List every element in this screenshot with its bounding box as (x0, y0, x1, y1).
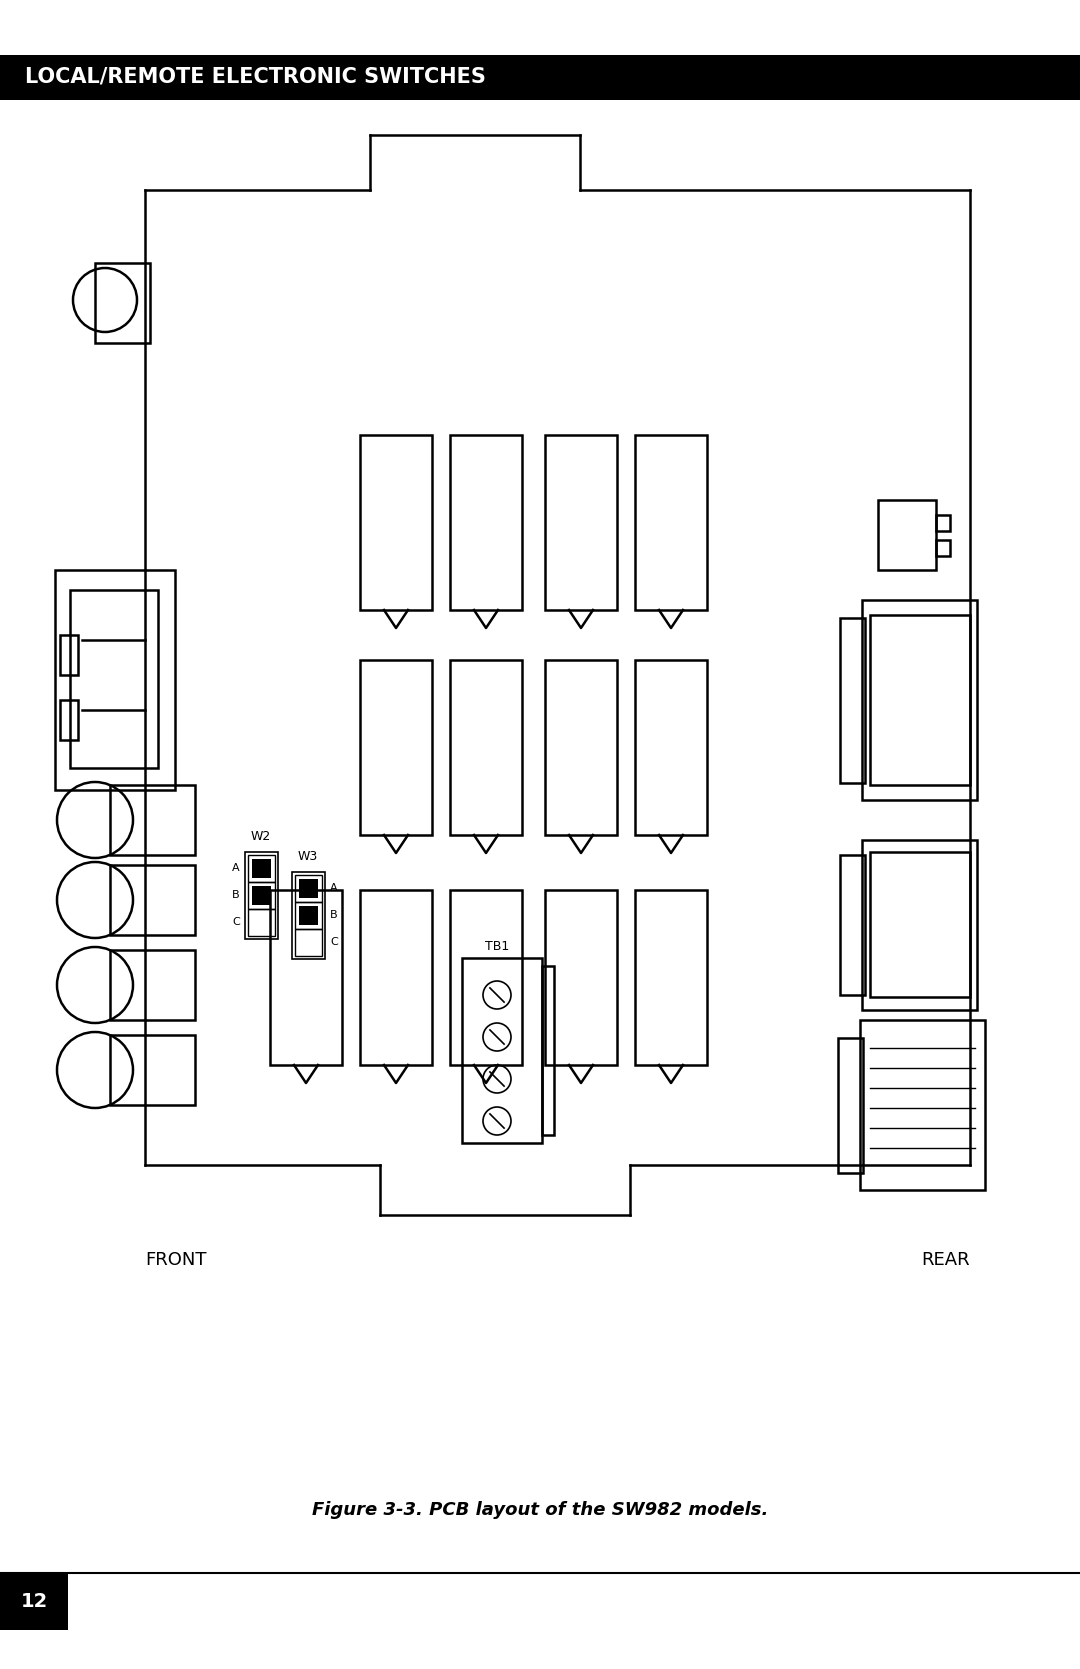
Bar (450, 436, 522, 609)
Text: Figure 3-3. PCB layout of the SW982 models.: Figure 3-3. PCB layout of the SW982 mode… (312, 1500, 768, 1519)
Bar (248, 881, 275, 910)
Bar (862, 840, 977, 1010)
Bar (360, 659, 432, 834)
Bar (292, 871, 325, 960)
Bar (462, 958, 542, 1143)
Text: C: C (232, 916, 240, 926)
Bar (245, 851, 278, 940)
Bar (110, 1035, 195, 1105)
Bar (110, 950, 195, 1020)
Text: REAR: REAR (921, 1252, 970, 1268)
Text: W2: W2 (251, 831, 271, 843)
Bar (95, 264, 150, 344)
Bar (0, 55, 1080, 100)
Bar (545, 436, 617, 609)
Bar (270, 890, 342, 1065)
Bar (936, 541, 950, 556)
Bar (840, 855, 865, 995)
Bar (299, 880, 318, 898)
Bar (60, 699, 78, 739)
Bar (248, 910, 275, 936)
Bar (860, 1020, 985, 1190)
Text: FRONT: FRONT (145, 1252, 206, 1268)
Bar (252, 886, 271, 905)
Bar (55, 571, 175, 789)
Bar (840, 618, 865, 783)
Bar (870, 614, 970, 784)
Bar (450, 890, 522, 1065)
Bar (862, 599, 977, 799)
Bar (295, 930, 322, 956)
Bar (545, 659, 617, 834)
Bar (299, 906, 318, 925)
Text: A: A (330, 883, 338, 893)
Bar (545, 890, 617, 1065)
Bar (252, 860, 271, 878)
Text: W3: W3 (298, 851, 319, 863)
Bar (295, 875, 322, 901)
Bar (542, 966, 554, 1135)
Text: B: B (232, 890, 240, 900)
Bar (248, 855, 275, 881)
Text: TB1: TB1 (485, 940, 509, 953)
Bar (360, 890, 432, 1065)
Bar (635, 659, 707, 834)
Bar (870, 851, 970, 996)
Bar (360, 436, 432, 609)
Bar (295, 901, 322, 930)
Bar (450, 659, 522, 834)
Bar (635, 436, 707, 609)
Text: B: B (330, 910, 338, 920)
Text: A: A (232, 863, 240, 873)
Bar (635, 890, 707, 1065)
Bar (936, 516, 950, 531)
Bar (838, 1038, 863, 1173)
Bar (110, 865, 195, 935)
Bar (70, 591, 158, 768)
Bar (60, 634, 78, 674)
Text: LOCAL/REMOTE ELECTRONIC SWITCHES: LOCAL/REMOTE ELECTRONIC SWITCHES (25, 67, 486, 87)
Text: C: C (330, 936, 338, 946)
Bar (0, 1572, 68, 1631)
Bar (878, 501, 936, 571)
Text: 12: 12 (21, 1592, 48, 1611)
Bar (110, 784, 195, 855)
